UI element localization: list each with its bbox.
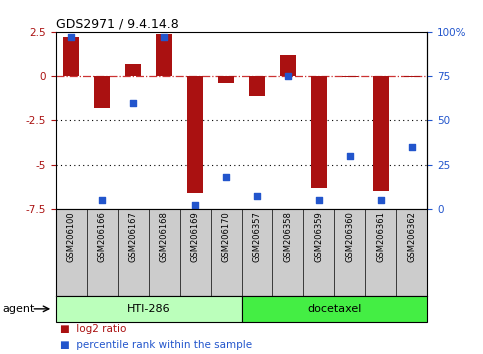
Point — [253, 194, 261, 199]
Text: HTI-286: HTI-286 — [127, 304, 170, 314]
Point — [346, 153, 354, 159]
Bar — [404, 76, 420, 77]
Bar — [56, 296, 242, 322]
Point — [98, 197, 106, 203]
Point — [377, 197, 385, 203]
Point — [160, 34, 168, 40]
Text: GSM206357: GSM206357 — [253, 211, 261, 262]
Text: GSM206100: GSM206100 — [67, 211, 75, 262]
Text: GSM206168: GSM206168 — [159, 211, 169, 262]
Point — [222, 174, 230, 180]
Text: GSM206359: GSM206359 — [314, 211, 324, 262]
Text: GSM206167: GSM206167 — [128, 211, 138, 262]
Bar — [373, 76, 389, 191]
Bar — [94, 76, 110, 108]
Text: GSM206169: GSM206169 — [190, 211, 199, 262]
Point — [315, 197, 323, 203]
Bar — [125, 64, 141, 76]
Bar — [156, 34, 172, 76]
Text: GSM206358: GSM206358 — [284, 211, 293, 262]
Bar — [63, 37, 79, 76]
Text: GSM206170: GSM206170 — [222, 211, 230, 262]
Bar — [249, 76, 265, 96]
Text: agent: agent — [2, 304, 35, 314]
Point — [284, 73, 292, 79]
Bar — [242, 296, 427, 322]
Point — [67, 34, 75, 40]
Bar — [342, 76, 358, 77]
Point — [191, 202, 199, 208]
Text: ■  log2 ratio: ■ log2 ratio — [60, 324, 127, 334]
Text: GSM206361: GSM206361 — [376, 211, 385, 262]
Bar — [311, 76, 327, 188]
Text: GDS2971 / 9.4.14.8: GDS2971 / 9.4.14.8 — [56, 18, 178, 31]
Text: GSM206362: GSM206362 — [408, 211, 416, 262]
Bar — [187, 76, 203, 193]
Text: docetaxel: docetaxel — [307, 304, 362, 314]
Point — [129, 100, 137, 105]
Bar — [280, 55, 296, 76]
Point — [408, 144, 416, 150]
Text: ■  percentile rank within the sample: ■ percentile rank within the sample — [60, 340, 253, 350]
Bar — [218, 76, 234, 83]
Text: GSM206166: GSM206166 — [98, 211, 107, 262]
Text: GSM206360: GSM206360 — [345, 211, 355, 262]
